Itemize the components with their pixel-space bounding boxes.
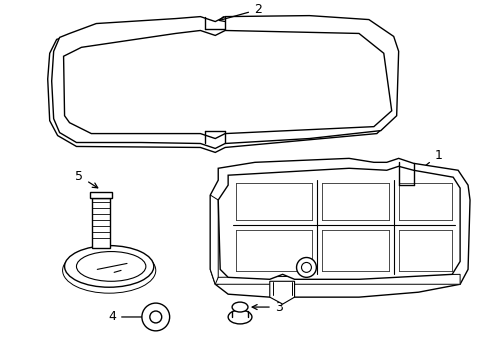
Ellipse shape xyxy=(64,246,154,287)
Circle shape xyxy=(142,303,169,331)
Polygon shape xyxy=(210,158,469,297)
Circle shape xyxy=(301,262,311,273)
Polygon shape xyxy=(210,195,218,284)
Polygon shape xyxy=(63,31,391,139)
Polygon shape xyxy=(218,166,459,279)
Ellipse shape xyxy=(228,310,251,324)
Polygon shape xyxy=(90,192,112,198)
Circle shape xyxy=(149,311,162,323)
Polygon shape xyxy=(52,15,398,148)
Circle shape xyxy=(296,257,316,277)
Text: 3: 3 xyxy=(252,301,282,314)
Polygon shape xyxy=(92,198,110,248)
Text: 2: 2 xyxy=(219,3,261,22)
Ellipse shape xyxy=(232,302,247,312)
Text: 4: 4 xyxy=(108,310,151,324)
Ellipse shape xyxy=(76,252,145,281)
Polygon shape xyxy=(215,274,459,284)
Polygon shape xyxy=(269,281,294,304)
Text: 1: 1 xyxy=(416,149,441,172)
Text: 5: 5 xyxy=(75,170,98,188)
